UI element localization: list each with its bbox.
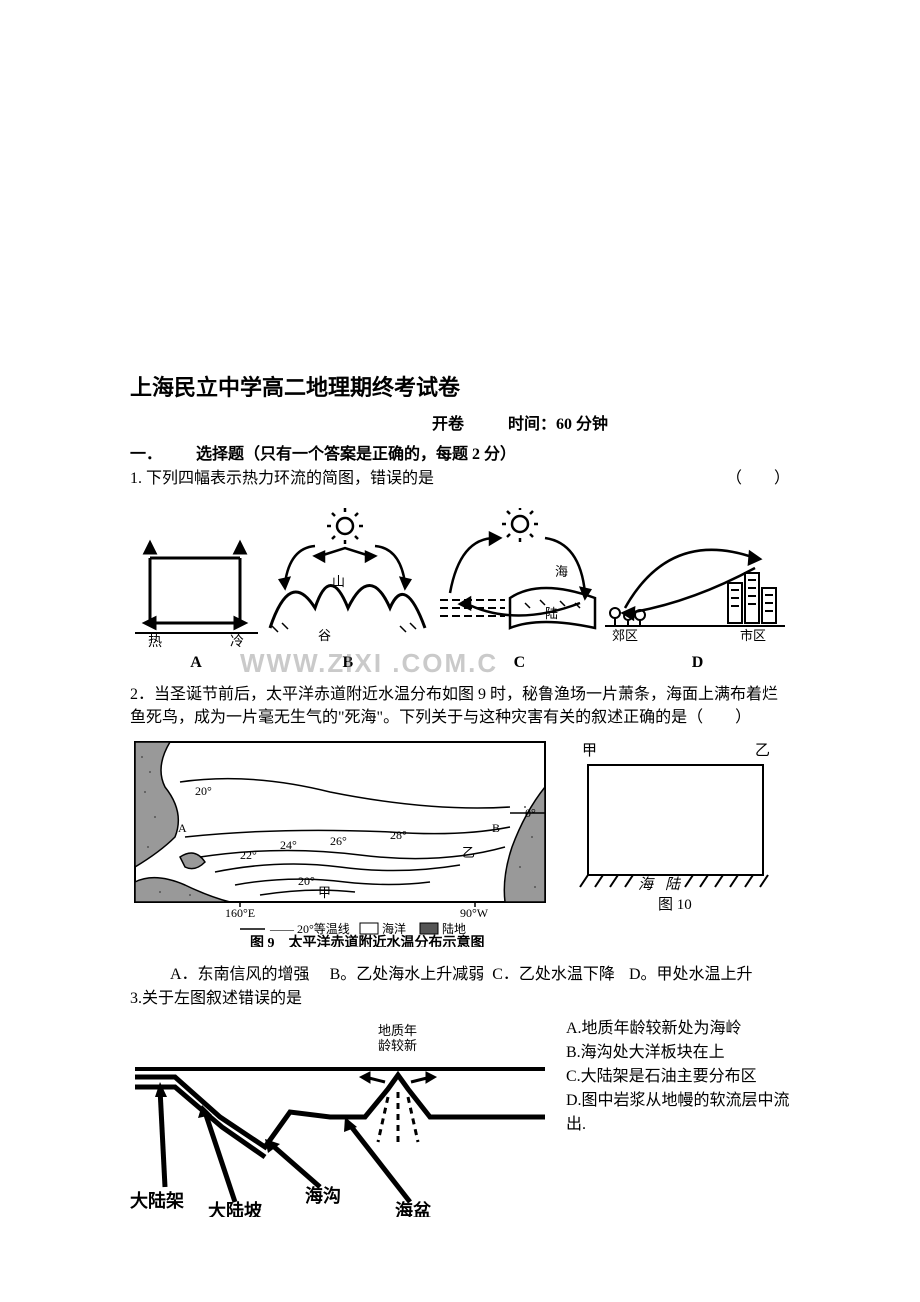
svg-text:90°W: 90°W [460, 906, 489, 920]
q2-opt-a: A．东南信风的增强 [170, 966, 310, 983]
svg-text:28°: 28° [390, 828, 407, 842]
svg-text:山: 山 [332, 574, 345, 589]
exam-subtitle: 开卷 时间：60 分钟 [130, 410, 790, 434]
question-1: 1. 下列四幅表示热力环流的简图，错误的是 （ ） [130, 468, 790, 490]
pacific-temp-map-icon: 20° 22° 24° 26° 28° 20° A B 甲 乙 0° 160°E… [130, 737, 550, 947]
q3-num: 3. [130, 990, 142, 1007]
svg-text:龄较新: 龄较新 [378, 1038, 417, 1053]
watermark: WWW.ZIXI .COM.C [240, 648, 498, 679]
svg-text:160°E: 160°E [225, 906, 255, 920]
svg-text:乙: 乙 [462, 845, 475, 860]
q1-figure-b: 山 谷 [260, 508, 430, 648]
svg-text:24°: 24° [280, 838, 297, 852]
thermal-diagram-c-icon: 海 陆 [430, 508, 600, 648]
q1-text: 下列四幅表示热力环流的简图，错误的是 [146, 470, 434, 487]
exam-title: 上海民立中学高二地理期终考试卷 [130, 370, 790, 402]
svg-text:图 10: 图 10 [658, 896, 692, 913]
svg-text:地质年: 地质年 [378, 1023, 417, 1038]
q1-labels-row: A B C D WWW.ZIXI .COM.C [130, 654, 790, 672]
q1-figure-a: 热 冷 [130, 533, 260, 648]
figure-ocean-floor: 地质年 龄较新 [130, 1017, 550, 1222]
svg-text:热: 热 [148, 634, 162, 648]
svg-text:海沟: 海沟 [305, 1185, 341, 1206]
section-1-title: 选择题（只有一个答案是正确的，每题 2 分） [196, 446, 516, 463]
svg-text:市区: 市区 [740, 628, 766, 643]
svg-text:乙: 乙 [755, 743, 770, 759]
q3-text: 关于左图叙述错误的是 [142, 990, 302, 1007]
q3-opt-a: A.地质年龄较新处为海岭 [566, 1017, 790, 1041]
q2-opt-c: C．乙处水温下降 [492, 966, 615, 983]
svg-text:A: A [178, 821, 187, 835]
svg-text:陆地: 陆地 [442, 921, 466, 936]
svg-text:海: 海 [555, 564, 568, 579]
q2-num: 2． [130, 686, 154, 703]
q1-figure-d: 郊区 市区 [600, 508, 790, 648]
thermal-box-icon: 甲 乙 海 陆 图 10 [570, 737, 780, 922]
q3-opt-b: B.海沟处大洋板块在上 [566, 1041, 790, 1065]
q2-text: 当圣诞节前后，太平洋赤道附近水温分布如图 9 时，秘鲁渔场一片萧条，海面上满布着… [130, 686, 778, 725]
svg-text:大陆坡: 大陆坡 [208, 1200, 263, 1217]
figure-9: 20° 22° 24° 26° 28° 20° A B 甲 乙 0° 160°E… [130, 737, 550, 952]
q1-num: 1. [130, 470, 142, 487]
q1-figures: 热 冷 山 谷 [130, 498, 790, 648]
svg-text:22°: 22° [240, 848, 257, 862]
figure-10: 甲 乙 海 陆 图 10 [570, 737, 780, 927]
q2-opt-b: B。乙处海水上升减弱 [330, 966, 485, 983]
subtitle-mode: 开卷 [432, 416, 464, 433]
svg-text:甲: 甲 [582, 743, 597, 759]
svg-text:海: 海 [638, 876, 655, 893]
subtitle-time: 时间：60 分钟 [508, 416, 608, 433]
q3-opt-d: D.图中岩浆从地幔的软流层中流出. [566, 1089, 790, 1137]
svg-text:郊区: 郊区 [612, 628, 638, 643]
svg-text:20°: 20° [298, 874, 315, 888]
q1-label-d: D [605, 654, 790, 672]
svg-text:海盆: 海盆 [395, 1200, 432, 1217]
svg-text:B: B [492, 821, 500, 835]
svg-text:26°: 26° [330, 834, 347, 848]
q3-content: 地质年 龄较新 [130, 1017, 790, 1222]
q1-figure-c: 海 陆 [430, 508, 600, 648]
svg-text:陆: 陆 [545, 606, 558, 621]
svg-text:陆: 陆 [665, 876, 682, 893]
thermal-diagram-a-icon: 热 冷 [130, 533, 260, 648]
section-1-header: 一． 选择题（只有一个答案是正确的，每题 2 分） [130, 440, 790, 464]
q1-paren: （ ） [726, 468, 790, 490]
section-1-num: 一． [130, 446, 162, 463]
svg-text:20°: 20° [195, 784, 212, 798]
svg-text:大陆架: 大陆架 [130, 1190, 184, 1211]
q2-opt-d: D。甲处水温上升 [629, 966, 753, 983]
q2-figures: 20° 22° 24° 26° 28° 20° A B 甲 乙 0° 160°E… [130, 737, 790, 952]
question-3: 3.关于左图叙述错误的是 [130, 988, 790, 1010]
question-2: 2．当圣诞节前后，太平洋赤道附近水温分布如图 9 时，秘鲁渔场一片萧条，海面上满… [130, 684, 790, 729]
q2-options: A．东南信风的增强 B。乙处海水上升减弱 C．乙处水温下降 D。甲处水温上升 [170, 960, 790, 984]
svg-text:图 9 太平洋赤道附近水温分布示意图: 图 9 太平洋赤道附近水温分布示意图 [250, 934, 485, 947]
svg-text:—— 20°等温线: —— 20°等温线 [269, 922, 350, 936]
ocean-floor-diagram-icon: 地质年 龄较新 [130, 1017, 550, 1217]
svg-text:海洋: 海洋 [382, 921, 406, 936]
q3-opt-c: C.大陆架是石油主要分布区 [566, 1065, 790, 1089]
svg-text:冷: 冷 [230, 634, 244, 648]
svg-text:甲: 甲 [318, 885, 331, 900]
thermal-diagram-b-icon: 山 谷 [260, 508, 430, 648]
svg-text:谷: 谷 [318, 628, 331, 643]
q3-options: A.地质年龄较新处为海岭 B.海沟处大洋板块在上 C.大陆架是石油主要分布区 D… [566, 1017, 790, 1222]
thermal-diagram-d-icon: 郊区 市区 [600, 508, 790, 648]
